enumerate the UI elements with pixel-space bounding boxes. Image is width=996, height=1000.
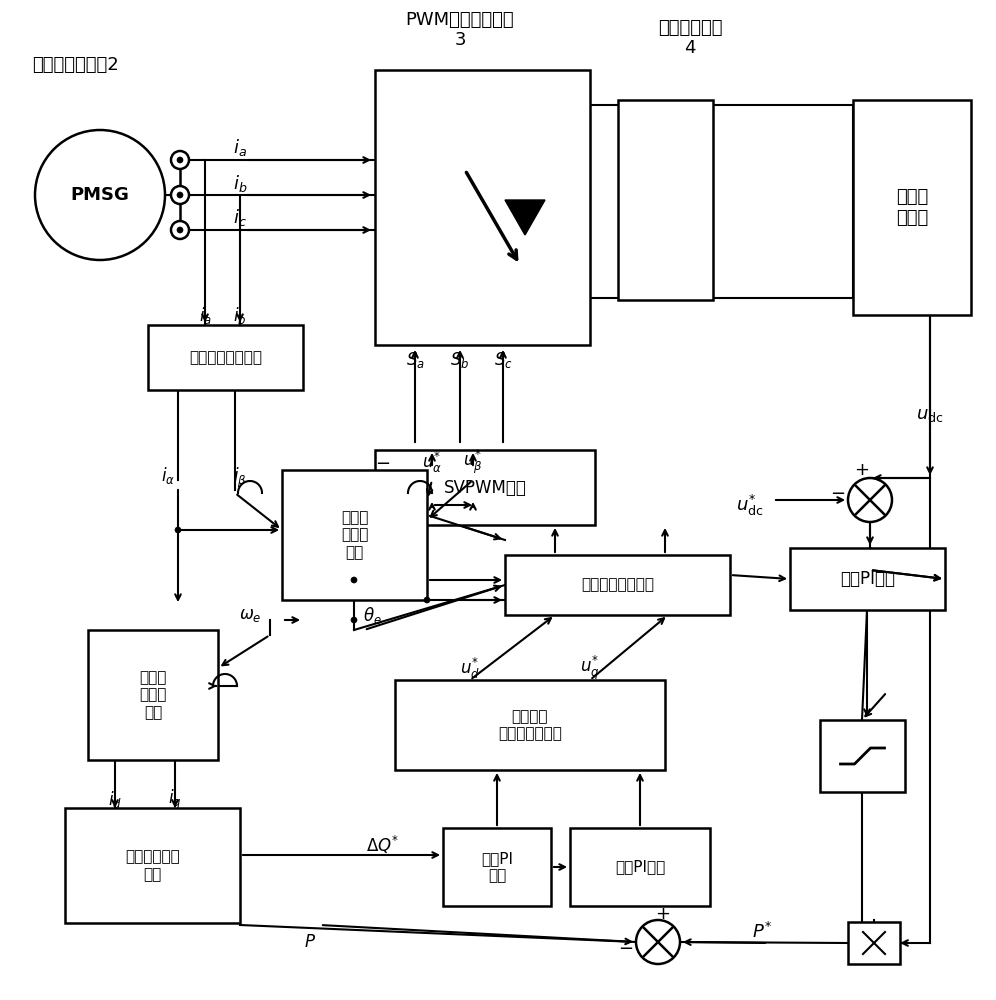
Bar (148, 325, 303, 390)
Circle shape (351, 617, 357, 623)
Text: 一号坐标变换单元: 一号坐标变换单元 (189, 350, 262, 365)
Text: $i_{\alpha}$: $i_{\alpha}$ (161, 464, 175, 486)
Text: $\omega_e$: $\omega_e$ (239, 606, 261, 624)
Text: $P^{*}$: $P^{*}$ (752, 922, 772, 942)
Text: $u_{\beta}^{*}$: $u_{\beta}^{*}$ (463, 448, 483, 476)
Bar (443, 828, 551, 906)
Text: 直流滤波电容: 直流滤波电容 (657, 19, 722, 37)
Text: $\theta_e$: $\theta_e$ (363, 604, 381, 626)
Circle shape (171, 221, 189, 239)
Text: PWM整流开关模块: PWM整流开关模块 (405, 11, 514, 29)
Text: $i_a$: $i_a$ (233, 137, 247, 158)
Text: 三号PI单元: 三号PI单元 (840, 570, 895, 588)
Text: 4: 4 (684, 39, 696, 57)
Text: 永磁同步发电机2: 永磁同步发电机2 (32, 56, 119, 74)
Text: 前馈解耦
反电势补偿单元: 前馈解耦 反电势补偿单元 (498, 709, 562, 741)
Text: $-$: $-$ (619, 938, 633, 956)
Bar (375, 70, 590, 345)
Circle shape (35, 130, 165, 260)
Circle shape (171, 151, 189, 169)
Text: $i_b$: $i_b$ (233, 172, 247, 194)
Circle shape (177, 192, 183, 198)
Text: 瞬时功率估算
单元: 瞬时功率估算 单元 (125, 849, 180, 882)
Text: 二号PI单元: 二号PI单元 (615, 859, 665, 874)
Circle shape (171, 186, 189, 204)
Text: $-$: $-$ (831, 483, 846, 501)
Polygon shape (505, 200, 545, 235)
Bar (88, 630, 218, 760)
Text: $i_c$: $i_c$ (233, 208, 247, 229)
Circle shape (424, 597, 430, 603)
Text: 二号坐
标变换
单元: 二号坐 标变换 单元 (139, 670, 166, 720)
Text: $\Delta Q^{*}$: $\Delta Q^{*}$ (367, 834, 399, 856)
Bar (375, 450, 595, 525)
Text: $i_a$: $i_a$ (198, 304, 211, 326)
Text: $u_{\mathrm{dc}}$: $u_{\mathrm{dc}}$ (916, 406, 944, 424)
Text: $S_a$: $S_a$ (405, 350, 424, 370)
Text: 3: 3 (454, 31, 466, 49)
Circle shape (177, 157, 183, 163)
Circle shape (636, 920, 680, 964)
Text: $i_{\beta}$: $i_{\beta}$ (233, 466, 247, 490)
Text: 一号PI
单元: 一号PI 单元 (481, 851, 513, 883)
Bar (848, 922, 900, 964)
Text: $S_c$: $S_c$ (494, 350, 512, 370)
Text: $S_b$: $S_b$ (450, 350, 470, 370)
Bar (505, 555, 730, 615)
Text: $P$: $P$ (304, 933, 316, 951)
Text: 三号坐标变换单元: 三号坐标变换单元 (581, 578, 654, 592)
Bar (282, 470, 427, 600)
Text: 后级变
换系统: 后级变 换系统 (895, 188, 928, 227)
Text: 转子位
置检测
单元: 转子位 置检测 单元 (341, 510, 369, 560)
Text: $i_q$: $i_q$ (168, 788, 182, 812)
Text: $u_q^{*}$: $u_q^{*}$ (581, 654, 600, 682)
Text: $+$: $+$ (655, 905, 670, 923)
Text: PMSG: PMSG (71, 186, 129, 204)
Text: $+$: $+$ (855, 461, 870, 479)
Circle shape (175, 527, 181, 533)
Circle shape (848, 478, 892, 522)
Circle shape (351, 577, 357, 583)
Bar (395, 680, 665, 770)
Bar (570, 828, 710, 906)
Text: SVPWM单元: SVPWM单元 (443, 479, 527, 496)
Bar (820, 720, 905, 792)
Text: $i_d$: $i_d$ (108, 790, 123, 810)
Text: $u_{\mathrm{dc}}^{*}$: $u_{\mathrm{dc}}^{*}$ (736, 492, 764, 518)
Bar (65, 808, 240, 923)
Text: $i_b$: $i_b$ (233, 304, 247, 326)
Bar (618, 100, 713, 300)
Bar (853, 100, 971, 315)
Text: $u_d^{*}$: $u_d^{*}$ (460, 655, 480, 681)
Text: $u_{\alpha}^{*}$: $u_{\alpha}^{*}$ (422, 449, 442, 475)
Bar (790, 548, 945, 610)
Circle shape (177, 227, 183, 233)
Text: $-$: $-$ (375, 453, 390, 471)
